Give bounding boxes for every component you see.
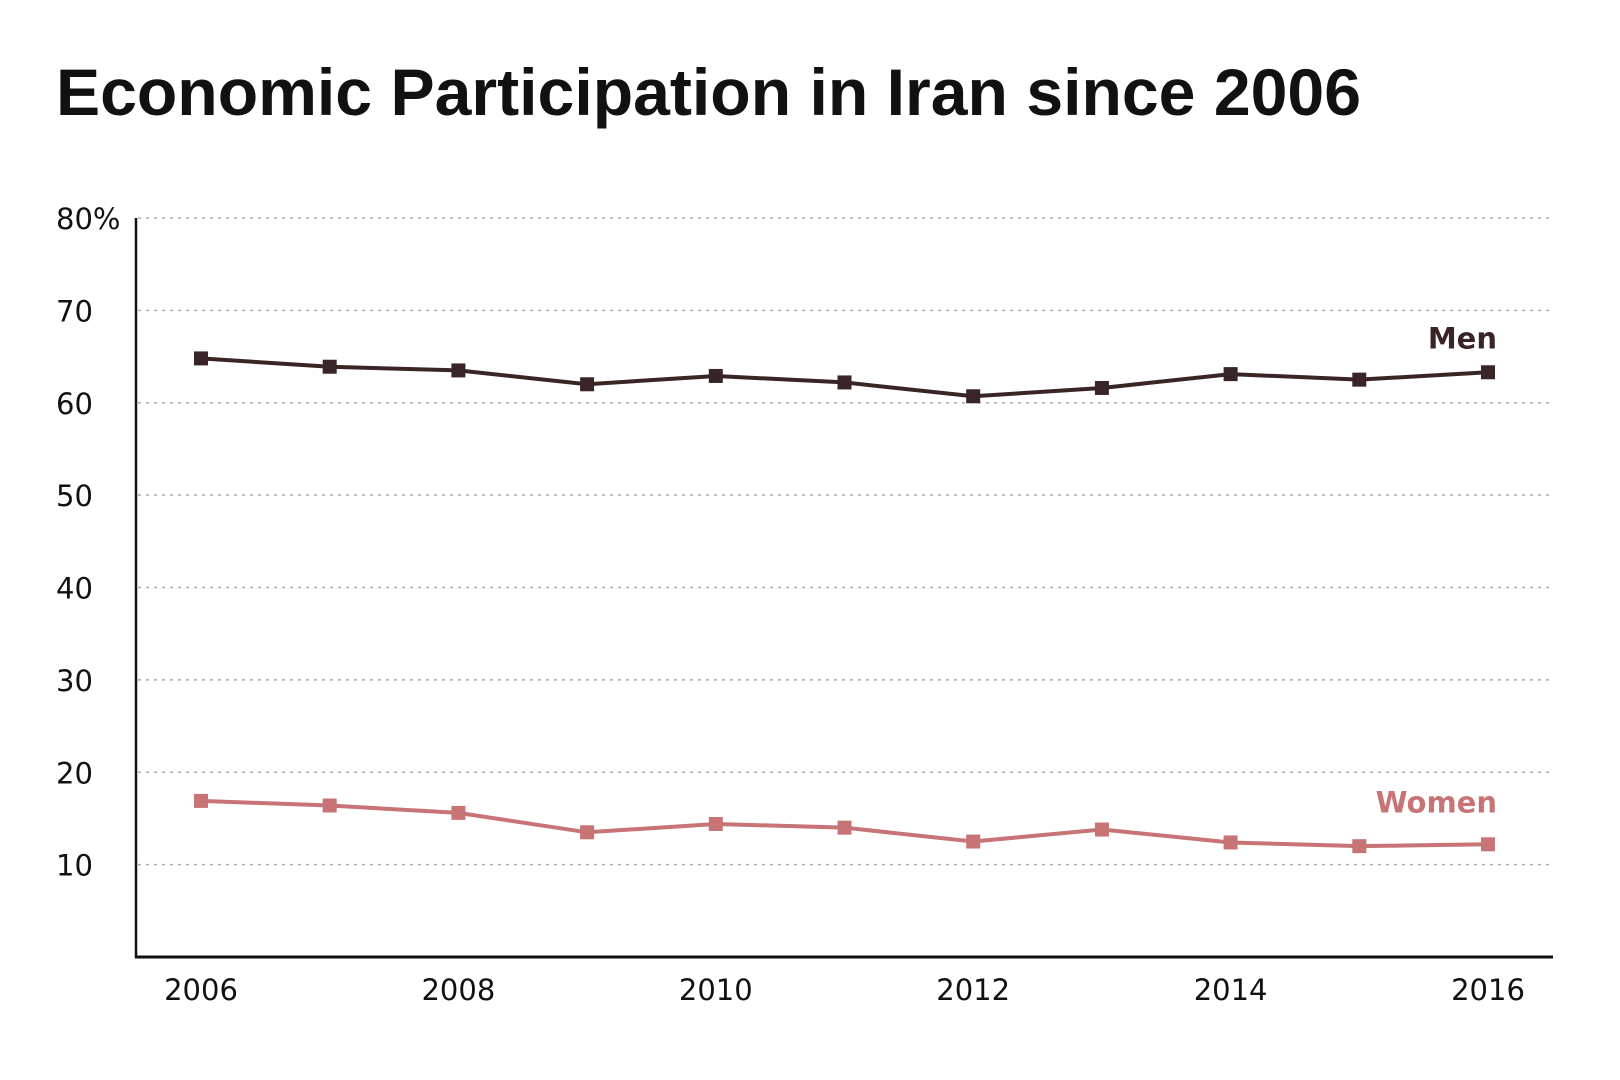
data-point [1223, 835, 1238, 850]
series-women: Women [194, 785, 1497, 854]
x-tick-label: 2008 [421, 973, 495, 1007]
data-point [1223, 367, 1238, 382]
data-point [322, 798, 337, 813]
y-tick-label: 80% [56, 202, 120, 236]
data-point [966, 834, 981, 849]
data-point [966, 389, 981, 404]
series-label: Men [1428, 321, 1497, 355]
data-point [708, 368, 723, 383]
data-point [322, 359, 337, 374]
data-point [1481, 837, 1495, 852]
data-point [837, 820, 852, 835]
data-point [1094, 822, 1109, 837]
series-men: Men [194, 321, 1497, 404]
data-point [1352, 372, 1367, 387]
data-point [451, 363, 466, 378]
x-tick-label: 2012 [936, 973, 1010, 1007]
y-tick-label: 40 [56, 572, 93, 606]
x-tick-label: 2006 [164, 973, 238, 1007]
chart-title: Economic Participation in Iran since 200… [56, 55, 1361, 129]
data-point [580, 377, 595, 392]
data-point [194, 351, 208, 366]
y-tick-label: 60 [56, 387, 93, 421]
x-tick-label: 2010 [679, 973, 753, 1007]
data-point [708, 816, 723, 831]
y-tick-label: 30 [56, 664, 93, 698]
y-tick-label: 50 [56, 479, 93, 513]
data-point [1352, 839, 1367, 854]
y-tick-label: 20 [56, 756, 93, 790]
data-point [451, 805, 466, 820]
data-point [837, 375, 852, 390]
x-tick-label: 2016 [1451, 973, 1525, 1007]
data-point [1481, 365, 1495, 380]
y-tick-label: 70 [56, 294, 93, 328]
data-point [580, 825, 595, 840]
data-point [194, 793, 208, 808]
x-tick-label: 2014 [1194, 973, 1268, 1007]
series-label: Women [1376, 785, 1497, 819]
y-tick-label: 10 [56, 849, 93, 883]
data-point [1094, 380, 1109, 395]
